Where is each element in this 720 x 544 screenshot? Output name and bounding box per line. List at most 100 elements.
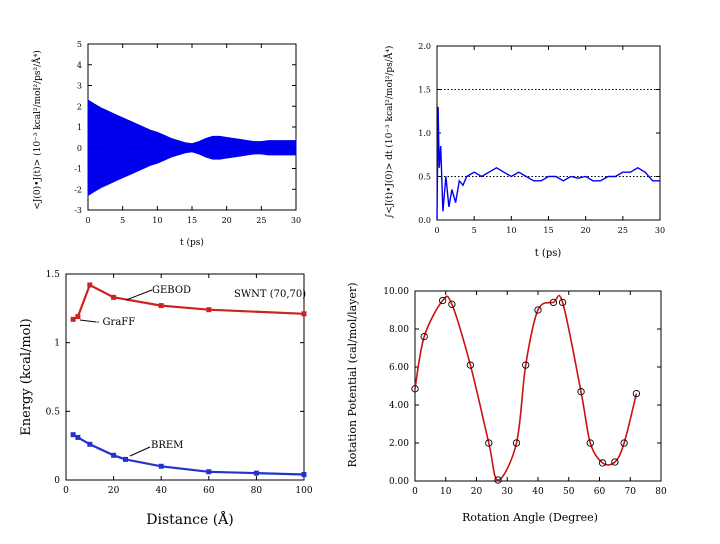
c2-y-axis-label: ∫<J(t)•J(0)> dt (10⁻³ kcal²/mol²/ps/Å⁴) xyxy=(383,46,395,219)
c4-point xyxy=(534,306,542,314)
c4-point xyxy=(466,361,474,369)
c4-y-tick-label: 4.00 xyxy=(389,401,409,411)
c4-point xyxy=(485,439,493,447)
c3-y-tick-label: 0 xyxy=(54,476,60,486)
c3-y-tick-label: 0.5 xyxy=(46,407,61,417)
c2-x-tick-label: 10 xyxy=(506,226,516,235)
c1-x-axis-label: t (ps) xyxy=(180,237,204,248)
c4-point xyxy=(439,296,447,305)
c3-point xyxy=(111,452,117,458)
c4-x-tick-label: 70 xyxy=(625,487,637,497)
c3-x-tick-label: 100 xyxy=(295,486,312,496)
c3-point xyxy=(123,456,128,462)
c2-y-tick-label: 1.0 xyxy=(418,129,431,138)
c4-point xyxy=(611,458,619,466)
c3-x-tick-label: 40 xyxy=(155,486,167,496)
c2-y-tick-label: 2.0 xyxy=(418,42,431,51)
c4-point xyxy=(512,439,521,447)
c4-y-axis-label: Rotation Potential (cal/mol/layer) xyxy=(346,283,359,468)
c2-x-tick-label: 5 xyxy=(472,226,477,235)
c4-point xyxy=(420,332,428,341)
c4-y-tick-label: 6.00 xyxy=(389,363,409,373)
c3-point xyxy=(87,441,93,447)
c4-point xyxy=(558,298,567,307)
c1-x-tick-label: 20 xyxy=(222,216,232,225)
c1-y-tick-label: 3 xyxy=(77,82,82,91)
c3-x-tick-label: 0 xyxy=(63,486,69,496)
c1-y-tick-label: 1 xyxy=(77,123,82,132)
c1-y-tick-label: -1 xyxy=(74,165,82,174)
c1-x-tick-label: 15 xyxy=(187,216,197,225)
c1-y-tick-label: 4 xyxy=(77,61,82,70)
c4-point xyxy=(586,439,594,447)
c3-x-tick-label: 80 xyxy=(251,486,263,496)
c4-x-tick-label: 20 xyxy=(471,487,483,497)
c4-point xyxy=(494,476,502,484)
c4-x-tick-label: 50 xyxy=(563,487,575,497)
c1-y-tick-label: -3 xyxy=(74,206,82,215)
c3-point xyxy=(301,472,307,478)
c3-point xyxy=(206,307,212,313)
c3-label-graff: - GraFF xyxy=(96,317,135,328)
c3-x-tick-label: 60 xyxy=(203,486,215,496)
c4-x-axis-label: Rotation Angle (Degree) xyxy=(462,511,598,524)
c4-y-tick-label: 10.00 xyxy=(383,287,409,297)
c4-point xyxy=(549,298,558,307)
c4-x-tick-label: 80 xyxy=(655,487,667,497)
c4-y-tick-label: 0.00 xyxy=(389,477,409,487)
c1-y-tick-label: -2 xyxy=(74,185,82,194)
c3-point xyxy=(75,314,81,320)
c4-x-tick-label: 60 xyxy=(594,487,606,497)
c1-y-tick-label: 0 xyxy=(77,144,82,153)
c4-series-line xyxy=(414,294,638,481)
c3-x-axis-label: Distance (Å) xyxy=(146,510,234,528)
c4-point xyxy=(411,385,419,393)
c4-x-tick-label: 0 xyxy=(412,487,418,497)
c2-x-tick-label: 25 xyxy=(618,226,628,235)
c3-series-line-brem xyxy=(72,433,305,476)
c3-point xyxy=(87,282,93,288)
c3-annotation: SWNT (70,70) xyxy=(234,289,306,300)
c3-label-gebod: GEBOD xyxy=(152,285,191,296)
c2-plot-frame xyxy=(436,45,661,221)
c2-x-tick-label: 15 xyxy=(543,226,553,235)
c4-point xyxy=(522,361,530,369)
c2-x-tick-label: 30 xyxy=(655,226,665,235)
c1-series-envelope xyxy=(87,99,297,197)
c4-point xyxy=(448,300,456,308)
c3-plot-frame xyxy=(65,273,305,481)
c3-point xyxy=(253,470,259,476)
c3-y-tick-label: 1.5 xyxy=(46,270,61,280)
c4-point xyxy=(577,388,585,396)
c3-point xyxy=(158,463,164,469)
c3-point xyxy=(70,316,76,322)
c3-arrow-gebod xyxy=(125,289,153,301)
c4-x-tick-label: 40 xyxy=(532,487,544,497)
c1-x-tick-label: 30 xyxy=(291,216,301,225)
c2-x-tick-label: 0 xyxy=(434,226,439,235)
c3-arrow-graff xyxy=(79,319,97,323)
c1-x-tick-label: 10 xyxy=(152,216,162,225)
c1-x-tick-label: 5 xyxy=(120,216,125,225)
c1-y-tick-label: 5 xyxy=(77,40,82,49)
c4-x-tick-label: 30 xyxy=(502,487,514,497)
c2-y-tick-label: 0.5 xyxy=(418,173,431,182)
c3-point xyxy=(111,294,117,300)
c2-y-tick-label: 1.5 xyxy=(418,86,431,95)
c3-y-axis-label: Energy (kcal/mol) xyxy=(19,318,34,435)
c3-point xyxy=(206,469,212,475)
c4-y-tick-label: 2.00 xyxy=(389,439,409,449)
c4-plot-frame xyxy=(414,290,662,482)
c4-x-tick-label: 10 xyxy=(440,487,452,497)
c4-point xyxy=(632,389,641,398)
c1-y-axis-label: <J(0)•J(t)> (10⁻³ kcal²/mol²/ps²/Å⁴) xyxy=(31,50,43,210)
c3-arrow-brem xyxy=(129,446,151,457)
c2-y-tick-label: 0.0 xyxy=(418,216,431,225)
c1-x-tick-label: 25 xyxy=(256,216,266,225)
c2-x-tick-label: 20 xyxy=(581,226,591,235)
c3-point xyxy=(301,311,307,317)
c1-x-tick-label: 0 xyxy=(85,216,90,225)
c3-x-tick-label: 20 xyxy=(108,486,120,496)
